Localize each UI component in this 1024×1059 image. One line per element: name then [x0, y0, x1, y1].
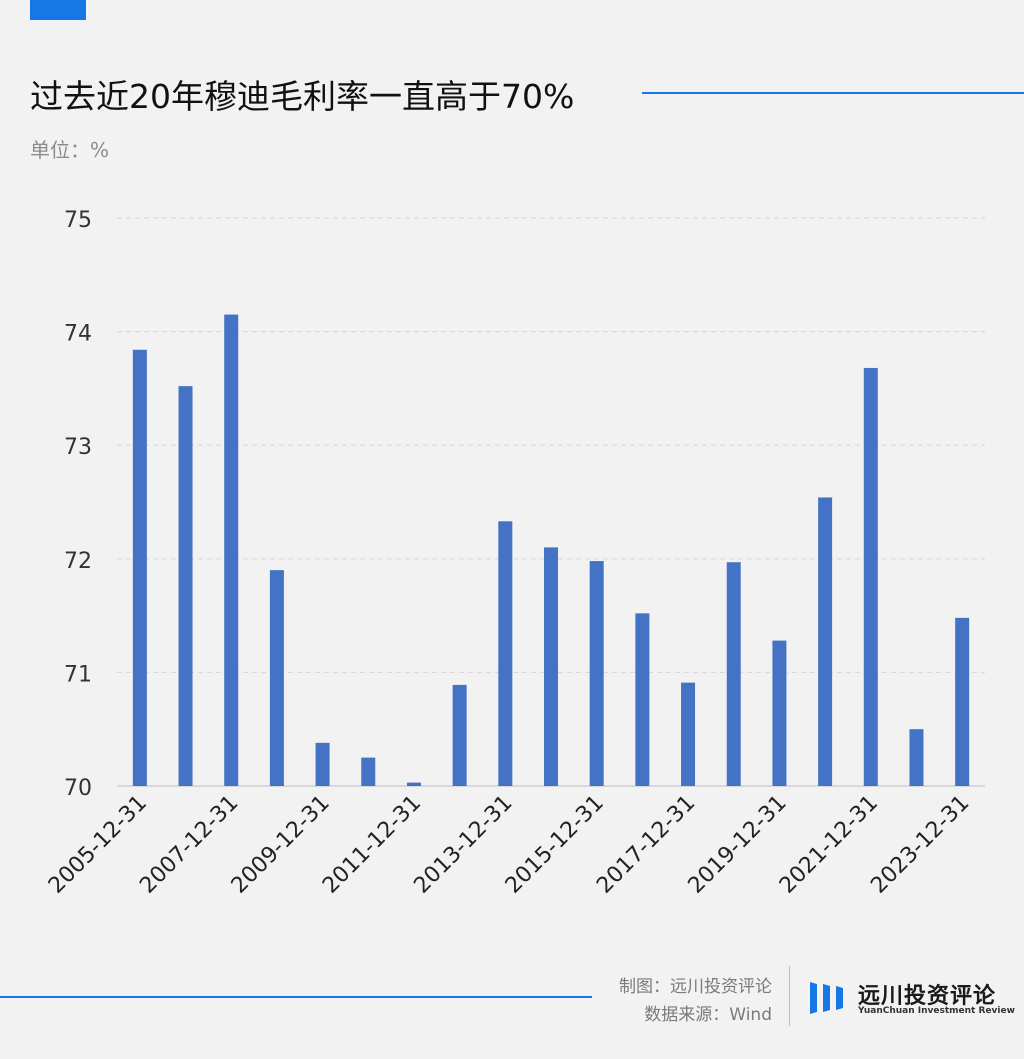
bar-2021-12-31 — [863, 367, 878, 786]
bar-2023-12-31 — [955, 617, 970, 786]
bar-2016-12-31 — [635, 613, 650, 786]
bar-2020-12-31 — [818, 497, 833, 786]
data-source: 数据来源：Wind — [644, 1005, 772, 1025]
y-tick-label: 73 — [64, 435, 92, 460]
y-tick-label: 72 — [64, 549, 92, 574]
bar-2013-12-31 — [498, 521, 513, 786]
brand-subtitle: YuanChuan Investment Review — [858, 1006, 1015, 1016]
bar-2009-12-31 — [315, 742, 330, 786]
y-tick-label: 75 — [64, 208, 92, 233]
bar-2011-12-31 — [406, 782, 421, 786]
chart-title: 过去近20年穆迪毛利率一直高于70% — [30, 77, 575, 116]
bar-2018-12-31 — [726, 562, 741, 786]
bar-2012-12-31 — [452, 684, 467, 786]
bar-2015-12-31 — [589, 561, 604, 786]
bar-2017-12-31 — [681, 682, 696, 786]
top-accent-bar — [30, 0, 86, 20]
bar-2022-12-31 — [909, 729, 924, 786]
title-rule — [642, 92, 1024, 94]
x-tick-label: 2023-12-31 — [866, 791, 974, 899]
footer-divider — [789, 966, 790, 1026]
bar-2014-12-31 — [544, 547, 558, 786]
bar-2006-12-31 — [178, 386, 193, 786]
y-tick-label: 71 — [64, 662, 92, 687]
bar-2008-12-31 — [269, 570, 284, 786]
bar-2010-12-31 — [361, 757, 376, 786]
chart-credit: 制图：远川投资评论 — [619, 977, 772, 997]
bar-2019-12-31 — [772, 640, 787, 786]
unit-label: 单位：% — [30, 138, 110, 162]
bar-2007-12-31 — [224, 314, 239, 786]
bar-2005-12-31 — [132, 349, 147, 786]
footer-rule — [0, 996, 592, 998]
y-tick-label: 74 — [64, 322, 92, 347]
bar-chart: 7071727374752005-12-312007-12-312009-12-… — [44, 208, 985, 899]
y-tick-label: 70 — [64, 776, 92, 801]
brand-logo-icon — [810, 982, 843, 1014]
brand-name: 远川投资评论 — [858, 984, 997, 1009]
